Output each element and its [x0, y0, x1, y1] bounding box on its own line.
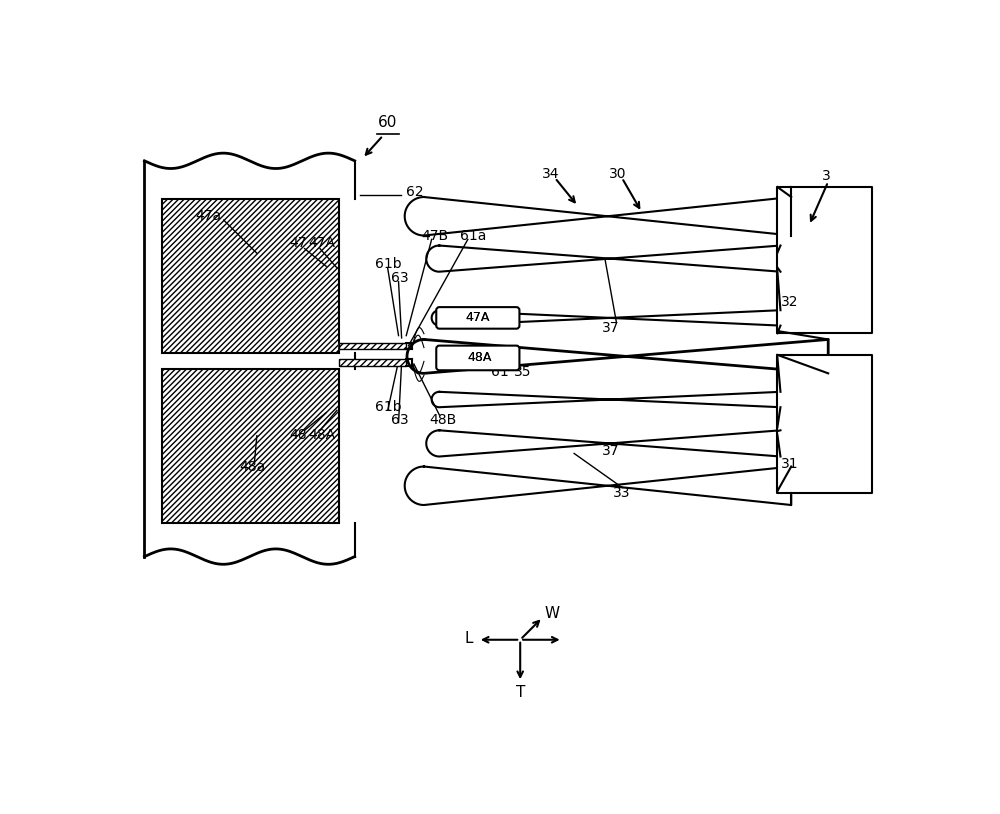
Text: 48A: 48A — [467, 352, 492, 365]
Text: 48a: 48a — [239, 460, 265, 474]
Text: 30: 30 — [609, 167, 626, 181]
Polygon shape — [339, 343, 406, 349]
Text: 60: 60 — [378, 115, 397, 130]
Text: 48B: 48B — [429, 414, 457, 427]
Text: 47B: 47B — [422, 229, 449, 243]
Text: 47a: 47a — [195, 209, 221, 223]
Polygon shape — [426, 431, 780, 457]
FancyBboxPatch shape — [436, 346, 519, 370]
Bar — [162, 199, 339, 353]
FancyBboxPatch shape — [436, 307, 519, 329]
Text: 31: 31 — [780, 457, 798, 471]
Bar — [339, 343, 406, 349]
Polygon shape — [432, 392, 780, 407]
Text: 47A: 47A — [466, 312, 490, 325]
Text: 61: 61 — [491, 365, 509, 379]
Text: 47: 47 — [289, 236, 307, 250]
Text: T: T — [516, 685, 525, 700]
Bar — [339, 360, 406, 366]
Bar — [162, 369, 339, 523]
Polygon shape — [426, 246, 780, 272]
Text: 32: 32 — [780, 295, 798, 309]
Polygon shape — [407, 339, 828, 374]
Text: 62: 62 — [406, 186, 424, 199]
Polygon shape — [777, 355, 872, 493]
Text: W: W — [544, 606, 559, 621]
Text: 34: 34 — [542, 167, 559, 181]
Text: 63: 63 — [391, 271, 408, 285]
Polygon shape — [432, 310, 780, 326]
Text: 37: 37 — [602, 444, 620, 458]
Text: 33: 33 — [613, 487, 630, 501]
Text: 61b: 61b — [375, 257, 402, 271]
Text: 61b: 61b — [375, 400, 402, 414]
Text: 35: 35 — [514, 365, 532, 379]
Polygon shape — [405, 197, 791, 235]
Polygon shape — [777, 187, 872, 333]
Polygon shape — [405, 466, 791, 505]
Text: 48A: 48A — [308, 428, 336, 442]
Text: 47A: 47A — [308, 236, 335, 250]
Text: 3: 3 — [822, 169, 831, 183]
Text: 63: 63 — [391, 413, 408, 427]
Text: 48A: 48A — [467, 352, 492, 365]
Text: 47A: 47A — [466, 312, 490, 325]
Text: 37: 37 — [602, 321, 620, 335]
Text: L: L — [464, 631, 473, 646]
Text: 61a: 61a — [460, 229, 487, 243]
Text: 48: 48 — [289, 428, 307, 442]
